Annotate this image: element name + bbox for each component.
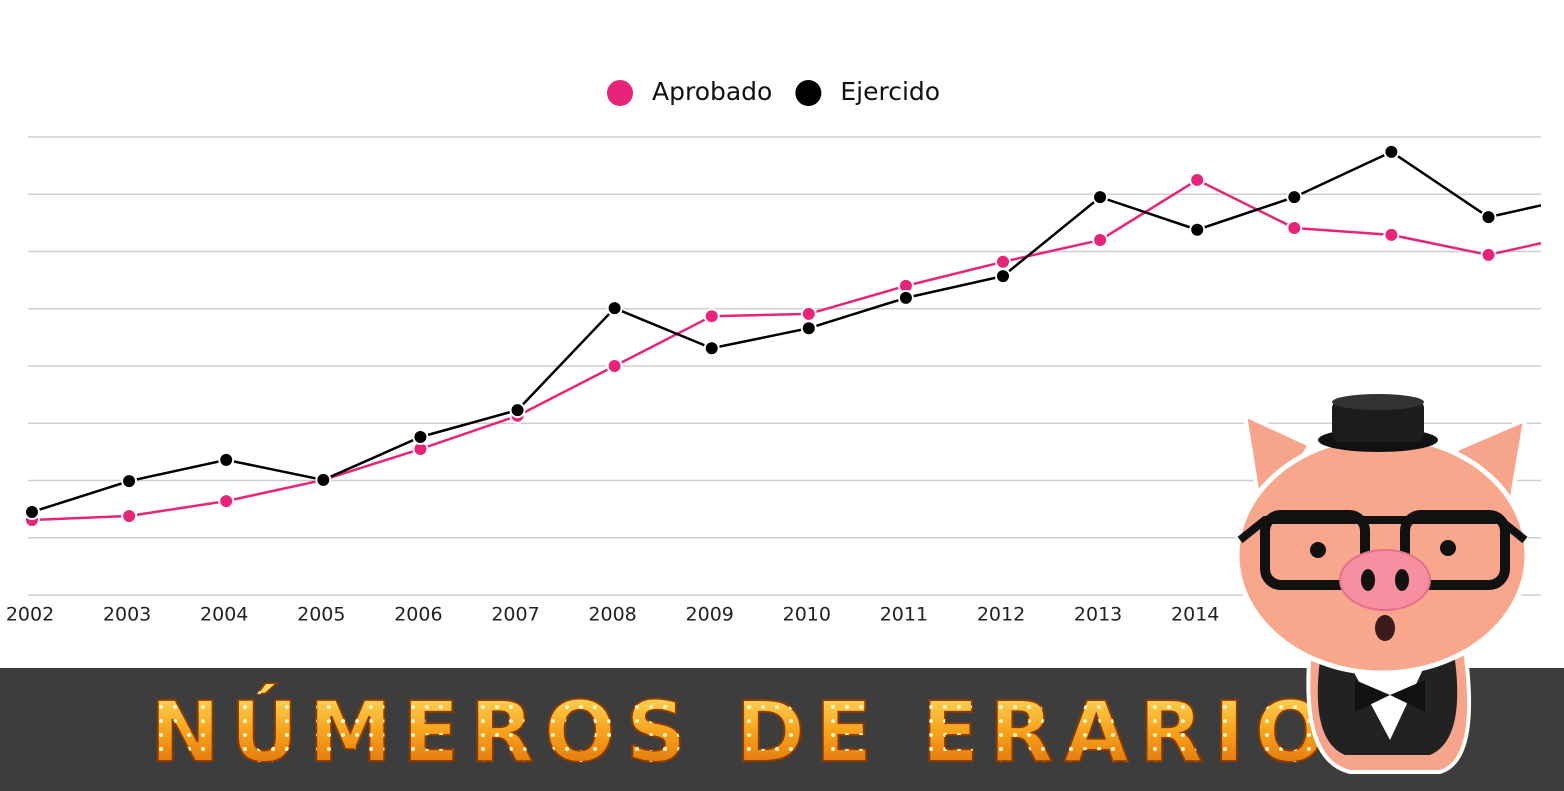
data-point xyxy=(897,289,914,306)
legend-marker xyxy=(607,80,633,106)
data-point xyxy=(24,503,40,520)
data-point xyxy=(1480,209,1497,226)
legend-label: Ejercido xyxy=(840,77,940,106)
x-axis: 2002 2003 2004 2005 2006 2007 2008 2009 2010 2011… xyxy=(6,604,1220,626)
data-point xyxy=(121,507,138,524)
x-tick-label: 2006 xyxy=(394,604,442,626)
data-point xyxy=(1286,220,1303,237)
banner-title-lights: NÚMEROS DE ERARIO xyxy=(150,683,1336,781)
data-point xyxy=(703,308,720,325)
x-tick-label: 2010 xyxy=(783,604,831,626)
x-tick-label: 2014 xyxy=(1171,604,1219,626)
data-point xyxy=(800,320,817,337)
banner-bar xyxy=(0,668,1564,791)
x-tick-label: 2007 xyxy=(491,604,539,626)
data-point xyxy=(800,305,817,322)
data-point xyxy=(218,493,235,510)
data-point xyxy=(606,300,623,317)
data-point xyxy=(218,451,235,468)
data-point xyxy=(1286,189,1303,206)
banner-title: NÚMEROS DE ERARIO xyxy=(150,683,1336,781)
data-point xyxy=(412,428,429,445)
data-point xyxy=(121,473,138,490)
data-point xyxy=(509,402,526,419)
x-tick-label: 2002 xyxy=(6,604,54,626)
legend-marker xyxy=(795,80,822,106)
data-point xyxy=(995,253,1011,270)
data-point xyxy=(1092,232,1109,249)
x-tick-label: 2011 xyxy=(880,604,928,626)
pig-mascot xyxy=(1234,394,1530,774)
data-point xyxy=(315,471,332,488)
data-point xyxy=(1189,221,1206,238)
data-point xyxy=(1480,246,1497,263)
data-point xyxy=(995,268,1011,285)
data-point xyxy=(1189,171,1206,188)
x-tick-label: 2005 xyxy=(297,604,345,626)
data-point xyxy=(606,358,623,374)
legend-label: Aprobado xyxy=(652,77,772,106)
data-point xyxy=(1383,143,1400,160)
x-tick-label: 2003 xyxy=(103,604,151,626)
data-point xyxy=(1383,226,1400,243)
x-tick-label: 2009 xyxy=(686,604,734,626)
x-tick-label: 2013 xyxy=(1074,604,1122,626)
x-tick-label: 2012 xyxy=(977,604,1025,626)
grid xyxy=(28,136,1541,596)
legend: Aprobado Ejercido xyxy=(607,77,940,106)
data-point xyxy=(1092,189,1109,206)
plot xyxy=(24,143,1541,529)
data-point xyxy=(703,340,720,357)
x-tick-label: 2008 xyxy=(588,604,636,626)
x-tick-label: 2004 xyxy=(200,604,248,626)
